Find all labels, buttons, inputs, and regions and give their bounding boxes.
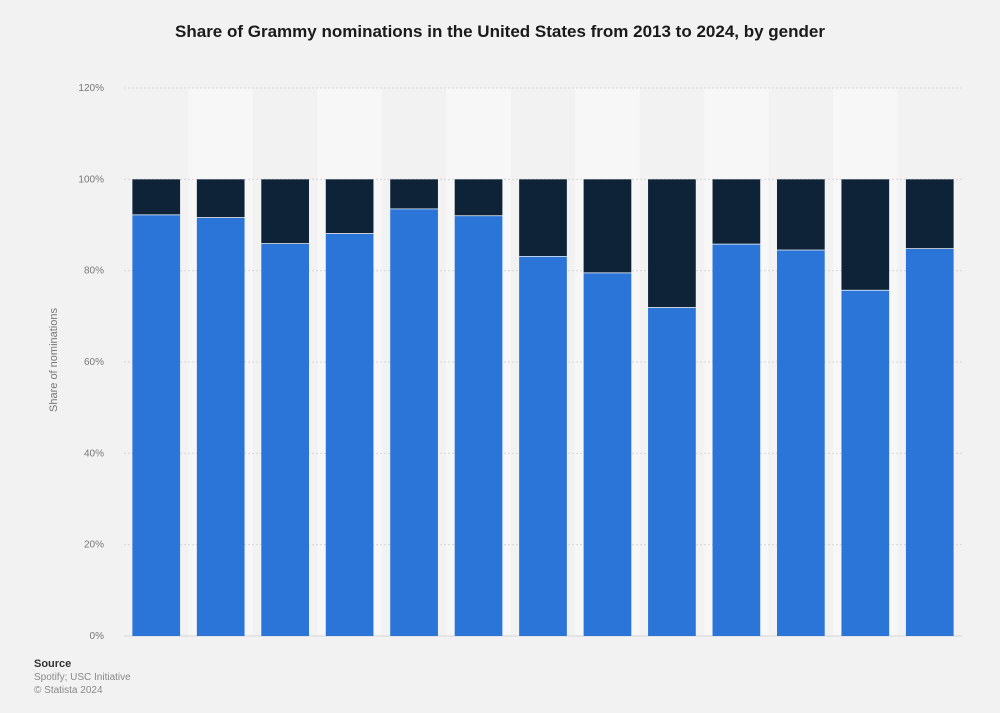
source-heading: Source bbox=[34, 658, 72, 670]
bar-segment-series2 bbox=[712, 179, 761, 244]
bar-segment-series1 bbox=[712, 243, 761, 636]
bar-segment-series1 bbox=[196, 217, 245, 636]
bar-segment-series2 bbox=[390, 179, 438, 209]
bar-segment-series2 bbox=[519, 179, 567, 257]
y-tick-label: 0% bbox=[90, 631, 105, 642]
bar-segment-series1 bbox=[390, 208, 438, 636]
y-axis-title: Share of nominations bbox=[48, 308, 60, 412]
y-tick-label: 80% bbox=[84, 266, 104, 277]
bar-segment-series2 bbox=[325, 179, 374, 234]
bar-segment-series1 bbox=[261, 243, 310, 636]
source-line: Spotify; USC Initiative bbox=[34, 672, 131, 683]
bar-segment-series2 bbox=[132, 179, 181, 215]
y-tick-label: 20% bbox=[84, 540, 104, 551]
bar-segment-series1 bbox=[648, 307, 696, 636]
bar-segment-series1 bbox=[583, 272, 632, 636]
source-block: Source Spotify; USC Initiative © Statist… bbox=[34, 658, 131, 697]
y-tick-label: 40% bbox=[84, 448, 104, 459]
chart-title: Share of Grammy nominations in the Unite… bbox=[175, 22, 825, 41]
bar-segment-series2 bbox=[261, 179, 310, 244]
bar-segment-series1 bbox=[905, 248, 954, 637]
y-tick-label: 100% bbox=[78, 174, 104, 185]
bar-segment-series2 bbox=[583, 179, 632, 273]
bar-segment-series1 bbox=[325, 233, 374, 636]
bars bbox=[132, 179, 954, 637]
bar-segment-series1 bbox=[132, 214, 181, 636]
bar-segment-series1 bbox=[841, 289, 890, 636]
bar-segment-series2 bbox=[905, 179, 954, 249]
bar-segment-series2 bbox=[454, 179, 503, 216]
bar-segment-series1 bbox=[519, 256, 567, 636]
bar-segment-series2 bbox=[196, 179, 245, 218]
bar-segment-series2 bbox=[841, 179, 890, 290]
bar-segment-series2 bbox=[648, 179, 696, 308]
bar-segment-series2 bbox=[776, 179, 825, 250]
bar-segment-series1 bbox=[454, 215, 503, 636]
y-axis-ticks: 0% 20% 40% 60% 80% 100% 120% bbox=[78, 83, 104, 642]
y-tick-label: 120% bbox=[78, 83, 104, 94]
copyright-line: © Statista 2024 bbox=[34, 685, 103, 696]
y-tick-label: 60% bbox=[84, 357, 104, 368]
bar-segment-series1 bbox=[776, 249, 825, 636]
